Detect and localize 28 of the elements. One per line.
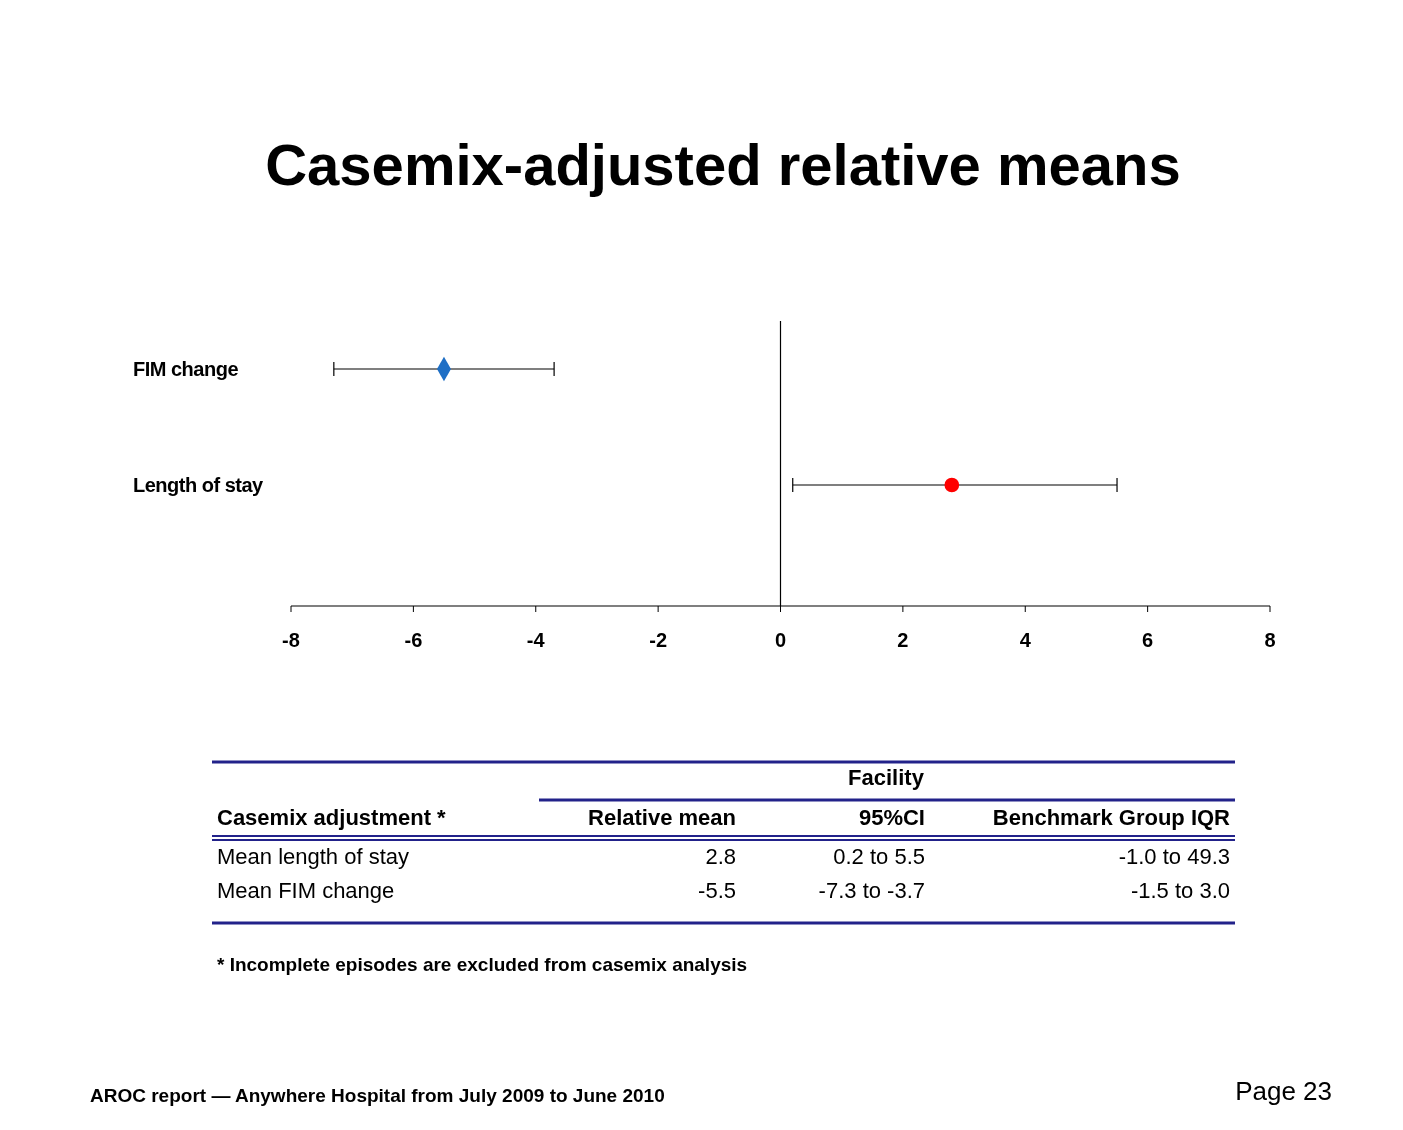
x-tick-label: -8 <box>282 629 300 651</box>
text: Facility <box>848 765 925 790</box>
text: Mean length of stay <box>217 844 410 869</box>
text: -7.3 to -3.7 <box>818 878 925 903</box>
text: Relative mean <box>588 805 736 830</box>
x-tick-label: 6 <box>1142 629 1154 651</box>
x-tick-label: 0 <box>774 629 787 651</box>
text: 0.2 to 5.5 <box>833 844 925 869</box>
x-tick-label: 8 <box>1264 629 1276 651</box>
x-tick-label: 4 <box>1019 629 1032 651</box>
text: 95%CI <box>858 805 925 830</box>
text: -1.5 to 3.0 <box>1130 878 1230 903</box>
x-tick-label: -4 <box>526 629 546 651</box>
text: -1.0 to 49.3 <box>1118 844 1230 869</box>
y-tick-label: Length of stay <box>133 474 265 496</box>
x-tick-label: -2 <box>649 629 668 651</box>
text: Page 23 <box>1235 1076 1332 1106</box>
text: 2.8 <box>705 844 736 869</box>
y-tick-label: FIM change <box>133 358 239 380</box>
text: Benchmark Group IQR <box>992 805 1231 830</box>
text: * Incomplete episodes are excluded from casemix analysis <box>217 954 748 975</box>
x-tick-label: -6 <box>404 629 423 651</box>
x-tick-label: 2 <box>897 629 909 651</box>
chart-title: Casemix-adjusted relative means <box>265 132 1181 197</box>
text: Mean FIM change <box>217 878 395 903</box>
text: AROC report — Anywhere Hospital from July 2009 to June 2010 <box>90 1085 665 1106</box>
text: Casemix adjustment * <box>217 805 447 830</box>
text: -5.5 <box>698 878 736 903</box>
